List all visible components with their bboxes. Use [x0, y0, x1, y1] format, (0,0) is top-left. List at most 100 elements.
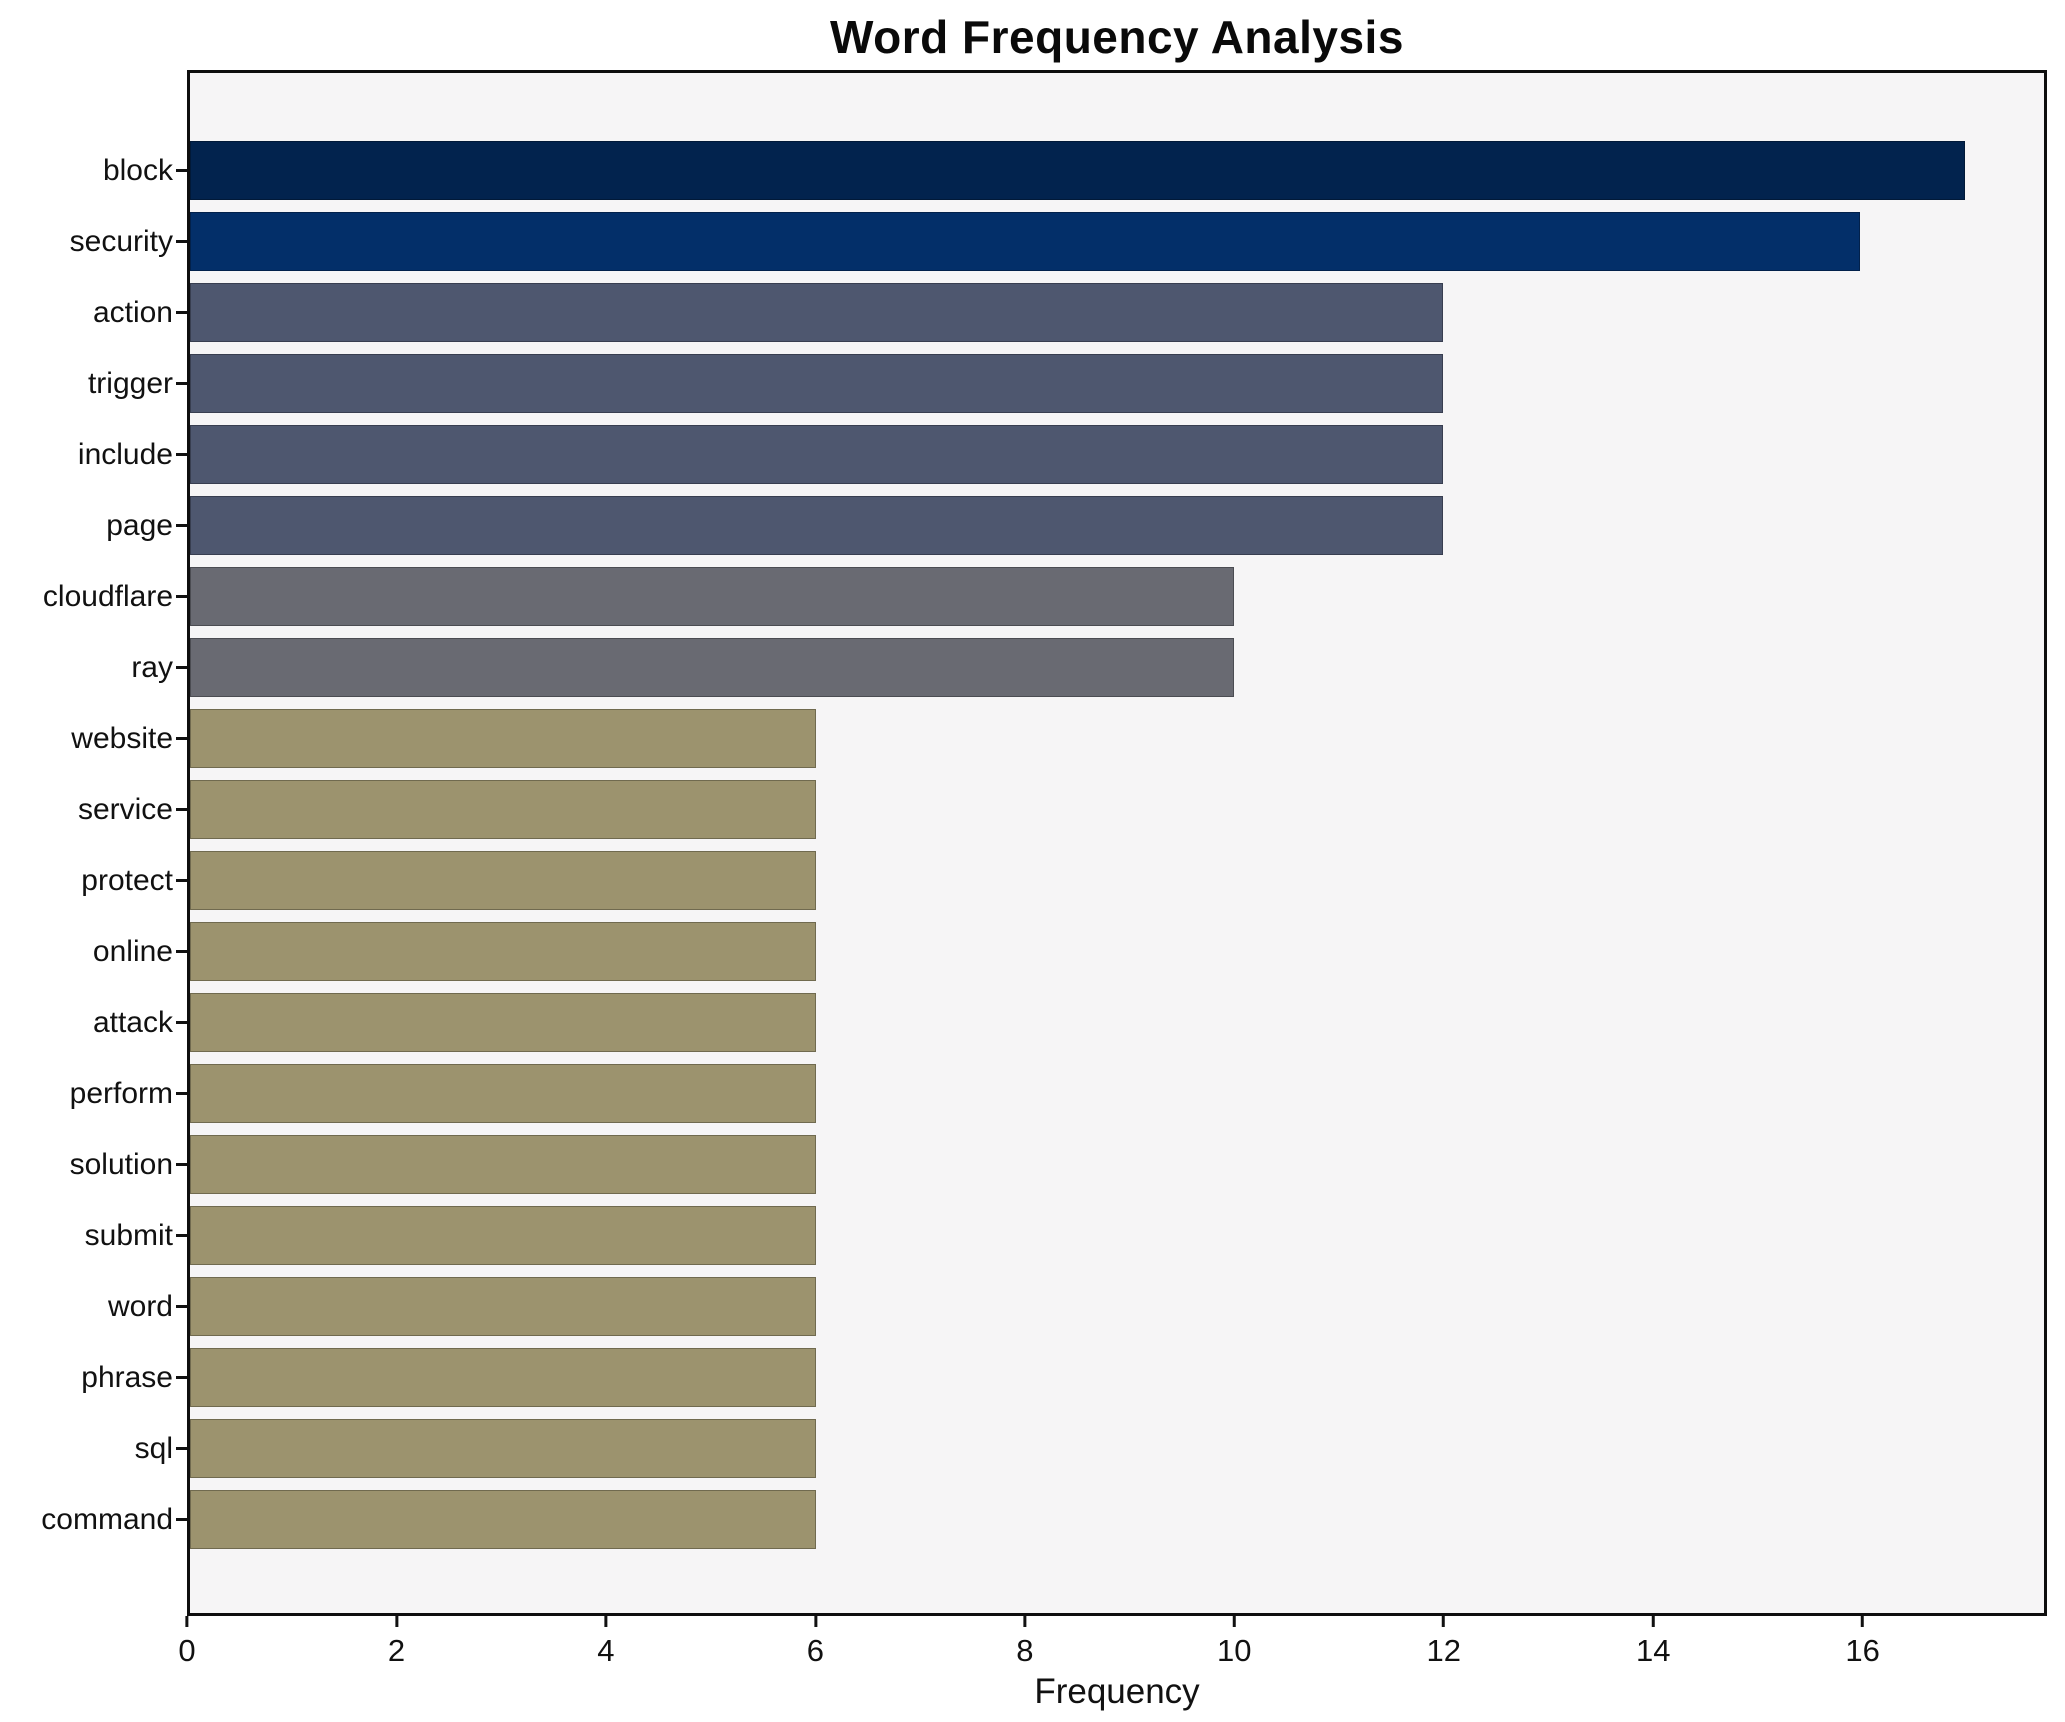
y-tick-mark [176, 240, 187, 243]
y-tick-mark [176, 311, 187, 314]
y-tick-mark [176, 1518, 187, 1521]
bar-ray [190, 638, 1234, 697]
bar-page [190, 496, 1443, 555]
bar-row: attack [93, 987, 2044, 1058]
bar-row: word [108, 1271, 2044, 1342]
bar-rows: block security action trigger include page clo… [41, 73, 2044, 1613]
x-tick-label: 16 [1845, 1633, 1880, 1668]
bar-row: action [93, 277, 2044, 348]
category-label: include [77, 437, 173, 471]
bar-word [190, 1277, 817, 1336]
bar-row: cloudflare [43, 561, 2044, 632]
category-label: sql [134, 1431, 173, 1465]
y-tick-mark [176, 1092, 187, 1095]
bar-block [190, 141, 1965, 200]
bar-command [190, 1490, 817, 1549]
x-tick-mark [1651, 1616, 1655, 1627]
y-tick-mark [176, 950, 187, 953]
x-tick-label: 2 [387, 1633, 406, 1668]
bar-row: solution [70, 1129, 2044, 1200]
bar-row: sql [135, 1413, 2044, 1484]
x-tick-6: 6 [807, 1616, 824, 1669]
bar-row: security [70, 206, 2044, 277]
x-tick-label: 4 [597, 1633, 615, 1668]
bar-include [190, 425, 1443, 484]
bar-row: service [78, 774, 2044, 845]
y-tick-mark [176, 1163, 187, 1166]
x-tick-mark [394, 1616, 398, 1627]
plot-area: block security action trigger include page clo… [41, 70, 2047, 1616]
y-tick-mark [176, 737, 187, 740]
x-tick-10: 10 [1217, 1616, 1252, 1669]
x-tick-label: 0 [178, 1633, 196, 1668]
category-label: word [107, 1289, 173, 1323]
bar-service [190, 780, 817, 839]
x-tick-label: 6 [806, 1633, 824, 1668]
x-tick-label: 14 [1635, 1633, 1671, 1668]
x-tick-mark [1232, 1616, 1236, 1627]
category-label: ray [131, 650, 173, 684]
x-axis: 0 2 4 6 8 10 12 14 16 [178, 1616, 2047, 1686]
bar-row: page [106, 490, 2044, 561]
y-tick-mark [176, 1234, 187, 1237]
bar-row: ray [131, 632, 2044, 703]
bar-row: online [93, 916, 2044, 987]
y-tick-mark [176, 524, 187, 527]
x-tick-label: 12 [1426, 1633, 1461, 1668]
bar-online [190, 922, 817, 981]
y-tick-mark [176, 1021, 187, 1024]
y-tick-mark [176, 666, 187, 669]
category-label: page [106, 508, 173, 542]
bar-row: phrase [81, 1342, 2044, 1413]
x-tick-label: 10 [1217, 1633, 1252, 1668]
y-tick-mark [176, 382, 187, 385]
bar-row: perform [70, 1058, 2044, 1129]
y-tick-mark [176, 1305, 187, 1308]
category-label: perform [69, 1076, 173, 1110]
x-tick-label: 8 [1016, 1633, 1034, 1668]
bar-sql [190, 1419, 817, 1478]
bar-row: submit [85, 1200, 2044, 1271]
x-tick-16: 16 [1845, 1616, 1880, 1669]
category-label: attack [92, 1005, 173, 1039]
y-tick-mark [176, 808, 187, 811]
bar-attack [190, 993, 817, 1052]
bar-cloudflare [190, 567, 1234, 626]
y-tick-mark [176, 1447, 187, 1450]
x-tick-12: 12 [1427, 1616, 1461, 1669]
x-tick-mark [185, 1616, 189, 1627]
category-label: solution [69, 1147, 173, 1181]
y-tick-mark [176, 595, 187, 598]
x-tick-2: 2 [388, 1616, 405, 1669]
bar-trigger [190, 354, 1443, 413]
x-tick-0: 0 [178, 1616, 196, 1669]
category-label: block [102, 153, 173, 187]
category-label: submit [84, 1218, 173, 1252]
bar-solution [190, 1135, 817, 1194]
y-tick-mark [176, 169, 187, 172]
bar-website [190, 709, 817, 768]
category-label: security [69, 224, 173, 258]
x-tick-mark [1861, 1616, 1865, 1627]
category-label: trigger [87, 366, 173, 400]
category-label: service [77, 792, 173, 826]
category-label: protect [81, 863, 173, 897]
bar-row: block [103, 135, 2044, 206]
bar-row: protect [81, 845, 2044, 916]
category-label: action [92, 295, 173, 329]
chart-title: Word Frequency Analysis [830, 11, 1404, 63]
bar-phrase [190, 1348, 817, 1407]
bar-row: include [78, 419, 2044, 490]
x-tick-mark [604, 1616, 608, 1627]
category-label: cloudflare [42, 579, 173, 613]
category-label: website [71, 721, 173, 755]
bar-submit [190, 1206, 817, 1265]
y-tick-mark [176, 1376, 187, 1379]
bar-perform [190, 1064, 817, 1123]
x-tick-4: 4 [597, 1616, 615, 1669]
x-tick-14: 14 [1636, 1616, 1670, 1669]
bar-protect [190, 851, 817, 910]
y-tick-mark [176, 453, 187, 456]
x-tick-8: 8 [1016, 1616, 1033, 1669]
x-tick-mark [813, 1616, 817, 1627]
